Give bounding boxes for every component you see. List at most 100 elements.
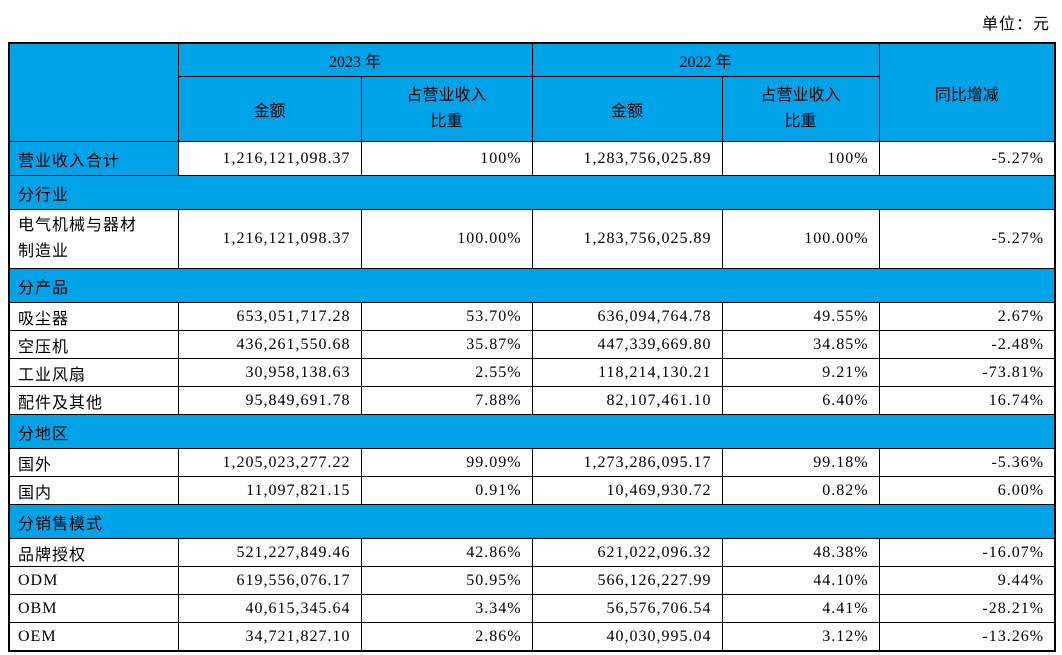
cell-ratio-2023: 100% [360, 141, 533, 176]
unit-label: 单位：元 [981, 16, 1050, 33]
cell-ratio-2023: 35.87% [360, 330, 533, 359]
cell-ratio-2022: 6.40% [721, 386, 880, 415]
table-row: 品牌授权 521,227,849.46 42.86% 621,022,096.3… [8, 538, 1056, 567]
cell-ratio-2022: 34.85% [721, 330, 880, 359]
ratio-2022-header: 占营业收入 比重 [721, 76, 880, 142]
cell-yoy: 6.00% [878, 476, 1056, 505]
cell-yoy: -5.27% [878, 141, 1056, 176]
section-title: 分销售模式 [8, 504, 1056, 539]
year-2022-header: 2022 年 [531, 42, 880, 77]
cell-amount-2023: 40,615,345.64 [177, 594, 362, 623]
row-label: 空压机 [8, 330, 179, 359]
cell-ratio-2023: 2.55% [360, 358, 533, 387]
cell-yoy: -2.48% [878, 330, 1056, 359]
cell-amount-2022: 56,576,706.54 [531, 594, 723, 623]
section-row-industry: 分行业 [8, 175, 1056, 210]
corner-cell [8, 42, 179, 142]
cell-yoy: -5.27% [878, 209, 1056, 269]
row-label: 国内 [8, 476, 179, 505]
cell-ratio-2023: 100.00% [360, 209, 533, 269]
cell-ratio-2022: 4.41% [721, 594, 880, 623]
section-title: 分地区 [8, 414, 1056, 449]
cell-amount-2023: 521,227,849.46 [177, 538, 362, 567]
row-label: 配件及其他 [8, 386, 179, 415]
row-label: OBM [8, 594, 179, 623]
row-label: 品牌授权 [8, 538, 179, 567]
table-row: OBM 40,615,345.64 3.34% 56,576,706.54 4.… [8, 594, 1056, 623]
amount-2022-header: 金额 [531, 76, 723, 142]
cell-ratio-2022: 9.21% [721, 358, 880, 387]
cell-ratio-2023: 42.86% [360, 538, 533, 567]
cell-yoy: -13.26% [878, 622, 1056, 652]
cell-amount-2022: 1,283,756,025.89 [531, 209, 723, 269]
cell-amount-2023: 1,216,121,098.37 [177, 141, 362, 176]
section-row-region: 分地区 [8, 414, 1056, 449]
cell-ratio-2022: 100% [721, 141, 880, 176]
section-row-product: 分产品 [8, 268, 1056, 303]
cell-amount-2023: 1,216,121,098.37 [177, 209, 362, 269]
cell-amount-2022: 636,094,764.78 [531, 302, 723, 331]
row-label: OEM [8, 622, 179, 652]
cell-amount-2022: 40,030,995.04 [531, 622, 723, 652]
cell-amount-2022: 621,022,096.32 [531, 538, 723, 567]
row-label: 吸尘器 [8, 302, 179, 331]
table-row: 空压机 436,261,550.68 35.87% 447,339,669.80… [8, 330, 1056, 359]
cell-ratio-2023: 7.88% [360, 386, 533, 415]
section-title: 分产品 [8, 268, 1056, 303]
cell-yoy: -73.81% [878, 358, 1056, 387]
amount-2023-header: 金额 [177, 76, 362, 142]
cell-amount-2023: 1,205,023,277.22 [177, 448, 362, 477]
table-row: OEM 34,721,827.10 2.86% 40,030,995.04 3.… [8, 622, 1056, 652]
cell-yoy: 2.67% [878, 302, 1056, 331]
cell-ratio-2022: 49.55% [721, 302, 880, 331]
cell-amount-2023: 34,721,827.10 [177, 622, 362, 652]
cell-ratio-2023: 50.95% [360, 566, 533, 595]
cell-amount-2023: 30,958,138.63 [177, 358, 362, 387]
cell-yoy: -28.21% [878, 594, 1056, 623]
row-label: 工业风扇 [8, 358, 179, 387]
cell-ratio-2022: 44.10% [721, 566, 880, 595]
cell-ratio-2022: 99.18% [721, 448, 880, 477]
cell-ratio-2022: 0.82% [721, 476, 880, 505]
header-row-years: 2023 年 2022 年 同比增减 [8, 42, 1056, 142]
cell-amount-2023: 619,556,076.17 [177, 566, 362, 595]
ratio-2023-header: 占营业收入 比重 [360, 76, 533, 142]
cell-amount-2023: 436,261,550.68 [177, 330, 362, 359]
cell-ratio-2022: 48.38% [721, 538, 880, 567]
cell-amount-2023: 11,097,821.15 [177, 476, 362, 505]
row-label: 营业收入合计 [8, 141, 179, 176]
yoy-header: 同比增减 [878, 42, 1056, 142]
header-row-metrics: 金额 占营业收入 比重 金额 占营业收入 比重 [9, 76, 1055, 142]
table-row: 工业风扇 30,958,138.63 2.55% 118,214,130.21 … [8, 358, 1056, 387]
row-label: ODM [8, 566, 179, 595]
cell-amount-2022: 566,126,227.99 [531, 566, 723, 595]
cell-ratio-2023: 3.34% [360, 594, 533, 623]
table-row: ODM 619,556,076.17 50.95% 566,126,227.99… [8, 566, 1056, 595]
cell-yoy: -16.07% [878, 538, 1056, 567]
revenue-breakdown-table: 2023 年 2022 年 同比增减 金额 占营业收入 比重 金额 占营业收入 … [8, 42, 1057, 652]
row-label: 国外 [8, 448, 179, 477]
year-2023-header: 2023 年 [177, 42, 533, 77]
table-row-total: 营业收入合计 1,216,121,098.37 100% 1,283,756,0… [8, 141, 1056, 176]
cell-yoy: 16.74% [878, 386, 1056, 415]
row-label: 电气机械与器材制造业 [8, 209, 179, 269]
cell-amount-2022: 1,283,756,025.89 [531, 141, 723, 176]
section-row-sales-model: 分销售模式 [8, 504, 1056, 539]
cell-ratio-2023: 53.70% [360, 302, 533, 331]
cell-ratio-2022: 100.00% [721, 209, 880, 269]
cell-ratio-2023: 99.09% [360, 448, 533, 477]
cell-ratio-2023: 2.86% [360, 622, 533, 652]
cell-yoy: -5.36% [878, 448, 1056, 477]
cell-amount-2022: 447,339,669.80 [531, 330, 723, 359]
cell-amount-2022: 118,214,130.21 [531, 358, 723, 387]
table-row: 电气机械与器材制造业 1,216,121,098.37 100.00% 1,28… [8, 209, 1056, 269]
cell-yoy: 9.44% [878, 566, 1056, 595]
table-row: 配件及其他 95,849,691.78 7.88% 82,107,461.10 … [8, 386, 1056, 415]
cell-amount-2023: 95,849,691.78 [177, 386, 362, 415]
section-title: 分行业 [8, 175, 1056, 210]
table-row: 国内 11,097,821.15 0.91% 10,469,930.72 0.8… [8, 476, 1056, 505]
cell-ratio-2022: 3.12% [721, 622, 880, 652]
cell-amount-2022: 1,273,286,095.17 [531, 448, 723, 477]
cell-ratio-2023: 0.91% [360, 476, 533, 505]
table-row: 吸尘器 653,051,717.28 53.70% 636,094,764.78… [8, 302, 1056, 331]
